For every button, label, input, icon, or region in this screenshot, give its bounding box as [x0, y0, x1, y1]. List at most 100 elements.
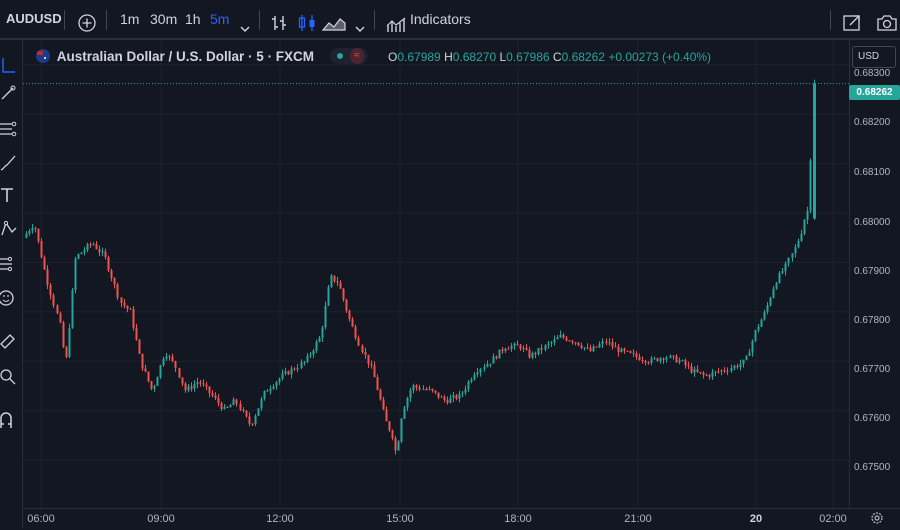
price-tick: 0.67700 [854, 364, 891, 375]
candle-body [178, 368, 181, 378]
currency-selector[interactable]: USD [852, 46, 896, 68]
magnet-icon[interactable] [0, 412, 18, 430]
symbol-title[interactable]: Australian Dollar / U.S. Dollar · 5 · FX… [56, 49, 315, 64]
candle-body [608, 342, 611, 344]
change-value: +0.00273 (+0.40%) [608, 50, 712, 64]
candle-body [479, 368, 482, 373]
chevron-down-icon[interactable] [354, 12, 366, 32]
crosshair-icon[interactable] [0, 58, 18, 76]
divider [106, 10, 107, 30]
candle-body [635, 353, 638, 357]
candlestick-chart[interactable] [23, 40, 849, 508]
candle-style-icon[interactable] [296, 9, 318, 31]
interval-30m[interactable]: 30m [150, 11, 178, 27]
zoom-icon[interactable] [0, 368, 18, 386]
candle-body [611, 342, 614, 347]
close-value: 0.68262 [561, 50, 605, 64]
candle-body [330, 275, 333, 287]
candle-body [730, 368, 733, 371]
candle-body [763, 311, 766, 320]
candle-body [409, 390, 412, 399]
indicators-icon[interactable] [386, 10, 406, 32]
candle-body [720, 370, 723, 372]
pattern-icon[interactable] [0, 220, 18, 238]
candle-body [760, 319, 763, 327]
candle-body [56, 305, 59, 314]
candle-body [104, 251, 107, 258]
candle-body [583, 347, 586, 349]
interval-5m[interactable]: 5m [210, 11, 230, 27]
fib-retracement-icon[interactable] [0, 120, 18, 138]
fullscreen-icon[interactable] [842, 9, 862, 31]
candle-body [153, 385, 156, 389]
bar-style-icon[interactable] [269, 9, 289, 30]
candle-body [364, 352, 367, 355]
candle-body [229, 405, 232, 408]
candle-body [269, 388, 272, 391]
open-value: 0.67989 [397, 50, 441, 64]
candle-body [275, 382, 278, 387]
price-axis[interactable] [849, 40, 900, 508]
candle-body [135, 327, 138, 340]
candle-body [626, 350, 629, 352]
area-style-icon[interactable] [321, 9, 346, 31]
candle-body [650, 358, 653, 363]
candle-body [321, 327, 324, 338]
candle-body [25, 233, 28, 238]
candle-body [443, 396, 446, 401]
candle-body [385, 409, 388, 422]
emoji-icon[interactable] [0, 289, 18, 307]
candle-body [403, 407, 406, 419]
chart-pane[interactable] [23, 40, 849, 508]
candle-body [809, 160, 812, 211]
chevron-down-icon[interactable] [239, 12, 251, 32]
candle-body [95, 244, 98, 249]
candle-body [208, 386, 211, 394]
candle-body [406, 398, 409, 408]
candle-body [586, 347, 589, 349]
candle-body [156, 377, 159, 386]
candle-body [665, 357, 668, 360]
prediction-icon[interactable] [0, 255, 18, 273]
candle-body [379, 389, 382, 400]
candle-body [696, 369, 699, 372]
candle-body [425, 389, 428, 391]
interval-1m[interactable]: 1m [120, 11, 140, 27]
candle-body [242, 409, 245, 411]
text-tool-icon[interactable] [0, 186, 18, 204]
candle-body [333, 275, 336, 282]
candle-body [342, 288, 345, 300]
candle-body [476, 372, 479, 375]
candle-body [672, 355, 675, 357]
candle-body [754, 330, 757, 341]
time-axis[interactable] [23, 508, 900, 529]
candle-body [336, 281, 339, 283]
interval-1h[interactable]: 1h [185, 11, 201, 27]
ruler-icon[interactable] [0, 332, 18, 350]
camera-icon[interactable] [876, 9, 898, 31]
indicators-button[interactable]: Indicators [410, 11, 471, 27]
symbol-search[interactable]: AUDUSD [6, 11, 62, 26]
settings-gear-icon[interactable] [870, 511, 884, 525]
market-status-badge[interactable]: ≈ [329, 48, 368, 64]
candle-body [361, 345, 364, 353]
candle-body [174, 361, 177, 369]
candle-body [272, 386, 275, 389]
candle-body [315, 341, 318, 351]
candle-body [702, 372, 705, 375]
date-tick: 20 [749, 513, 763, 525]
candle-body [251, 423, 254, 425]
trend-line-icon[interactable] [0, 84, 18, 102]
candle-body [629, 351, 632, 353]
candle-body [89, 244, 92, 246]
current-price-label: 0.68262 [849, 85, 900, 100]
add-symbol-icon[interactable] [77, 9, 97, 32]
candle-body [483, 366, 486, 369]
candle-body [614, 346, 617, 348]
candle-body [813, 83, 816, 219]
candle-body [184, 383, 187, 391]
brush-icon[interactable] [0, 154, 18, 172]
candle-body [129, 308, 132, 310]
candle-body [525, 348, 528, 350]
candle-body [68, 327, 71, 357]
